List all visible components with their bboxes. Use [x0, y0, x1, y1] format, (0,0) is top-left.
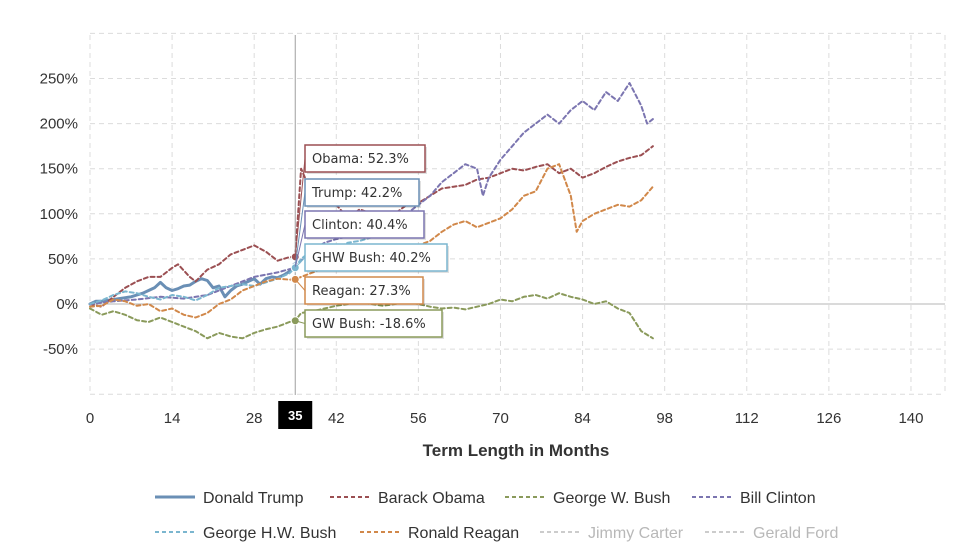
legend-item-gerald-ford[interactable]: Gerald Ford: [705, 525, 838, 542]
tooltip-connector: [294, 192, 306, 267]
tooltip-label: Reagan: 27.3%: [312, 284, 411, 299]
tooltip-bill-clinton: Clinton: 40.4%: [294, 210, 426, 268]
cursor-badge-label: 35: [288, 408, 302, 423]
legend-label: Jimmy Carter: [588, 525, 684, 542]
x-tick-label: 140: [898, 410, 923, 427]
legend-label: Ronald Reagan: [408, 525, 519, 542]
tooltip-george-w-bush: GW Bush: -18.6%: [295, 309, 444, 339]
y-tick-label: 250%: [40, 71, 78, 88]
series-line-donald-trump[interactable]: [88, 264, 297, 306]
x-axis: 0 14 28 42 56 70 84 98 112 126 140: [86, 410, 924, 427]
y-tick-label: 50%: [48, 251, 78, 268]
legend-item-george-h-w-bush[interactable]: George H.W. Bush: [155, 525, 336, 542]
tooltip-barack-obama: Obama: 52.3%: [294, 144, 427, 257]
legend: Donald Trump Barack Obama George W. Bush Bi…: [155, 490, 838, 542]
legend-label: George W. Bush: [553, 490, 670, 507]
chart-grid: [89, 32, 946, 395]
tooltip-connector: [294, 224, 306, 268]
y-axis: -50% 0% 50% 100% 150% 200% 250%: [40, 71, 78, 359]
series-line-bill-clinton[interactable]: [89, 82, 654, 305]
tooltip-box: [304, 276, 424, 305]
tooltip-label: Clinton: 40.4%: [312, 218, 408, 233]
x-axis-title: Term Length in Months: [423, 441, 610, 460]
legend-item-bill-clinton[interactable]: Bill Clinton: [692, 490, 816, 507]
tooltip-connector: [294, 257, 306, 269]
cursor-badge-background: [278, 401, 313, 429]
x-tick-label: 0: [86, 410, 94, 427]
tooltip-box: [304, 178, 420, 207]
tooltip-stack: Obama: 52.3% Trump: 42.2% Clinton: 40.4% GH…: [294, 144, 449, 339]
legend-label: George H.W. Bush: [203, 525, 336, 542]
y-tick-label: 100%: [40, 206, 78, 223]
tooltip-box: [304, 144, 426, 173]
tooltip-george-h-w-bush: GHW Bush: 40.2%: [294, 243, 449, 273]
x-tick-label: 70: [492, 410, 509, 427]
legend-label: Donald Trump: [203, 490, 304, 507]
series-line-barack-obama[interactable]: [89, 145, 654, 308]
tooltip-donald-trump: Trump: 42.2%: [294, 178, 421, 267]
legend-label: Barack Obama: [378, 490, 485, 507]
x-tick-label: 42: [328, 410, 345, 427]
tooltip-box: [304, 210, 425, 239]
legend-item-ronald-reagan[interactable]: Ronald Reagan: [360, 525, 519, 542]
x-tick-label: 98: [656, 410, 673, 427]
legend-item-jimmy-carter[interactable]: Jimmy Carter: [540, 525, 684, 542]
tooltip-label: GW Bush: -18.6%: [312, 317, 426, 332]
y-tick-label: 150%: [40, 161, 78, 178]
tooltip-connector: [294, 158, 306, 257]
tooltip-label: GHW Bush: 40.2%: [312, 251, 431, 266]
x-tick-label: 14: [164, 410, 181, 427]
tooltip-connector: [295, 320, 306, 324]
x-tick-label: 56: [410, 410, 427, 427]
legend-item-donald-trump[interactable]: Donald Trump: [155, 490, 304, 507]
cursor-x-badge: 35: [278, 401, 313, 429]
tooltip-box: [304, 243, 448, 272]
tooltip-label: Trump: 42.2%: [311, 186, 402, 201]
y-tick-label: 0%: [56, 296, 78, 313]
x-tick-label: 28: [246, 410, 263, 427]
x-tick-label: 126: [816, 410, 841, 427]
tooltip-box: [304, 309, 443, 338]
tooltip-ronald-reagan: Reagan: 27.3%: [294, 276, 425, 306]
tooltip-connector: [294, 279, 306, 291]
y-tick-label: 200%: [40, 116, 78, 133]
x-tick-label: 112: [735, 410, 759, 427]
x-tick-label: 84: [574, 410, 591, 427]
legend-label: Bill Clinton: [740, 490, 816, 507]
legend-label: Gerald Ford: [753, 525, 838, 542]
tooltip-label: Obama: 52.3%: [312, 152, 409, 167]
legend-item-barack-obama[interactable]: Barack Obama: [330, 490, 485, 507]
y-tick-label: -50%: [43, 341, 78, 358]
legend-item-george-w-bush[interactable]: George W. Bush: [505, 490, 670, 507]
